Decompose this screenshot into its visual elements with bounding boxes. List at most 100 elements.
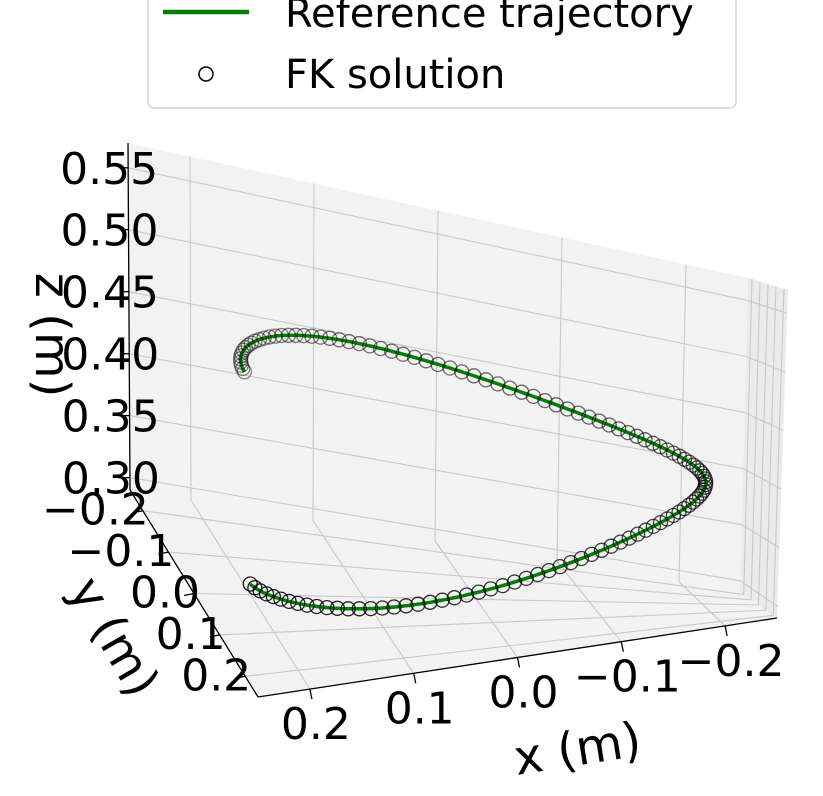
fk-solution-point	[418, 353, 434, 369]
fk-solution-point	[645, 435, 661, 451]
fk-solution-point	[406, 349, 423, 366]
gridline-y-wall	[750, 281, 761, 600]
x-tick-label: −0.1	[574, 652, 681, 703]
gridline-z-back	[129, 477, 741, 582]
fk-solution-point	[434, 592, 450, 608]
gridline-z-side	[745, 355, 786, 373]
z-tick-label: 0.35	[62, 392, 160, 443]
fk-solution-point	[430, 356, 446, 373]
fk-solution-point	[384, 343, 400, 359]
fk-solution-point	[351, 601, 367, 617]
fk-solution-point	[454, 364, 470, 380]
gridline-y-floor	[245, 614, 774, 677]
fk-solution-point	[261, 329, 278, 345]
legend-swatch-fk	[198, 66, 214, 82]
fk-solution-point	[281, 593, 297, 610]
fk-solution-point	[273, 327, 290, 344]
legend-frame	[147, 0, 737, 109]
gridline-z-back	[129, 415, 742, 526]
fk-solution-point	[471, 584, 487, 600]
tick-mark	[235, 675, 246, 679]
fk-solution-point	[583, 546, 600, 563]
fk-solution-point	[612, 534, 629, 550]
fk-solution-point	[304, 328, 320, 344]
fk-solution-point	[386, 599, 402, 615]
fk-solution-point	[395, 346, 411, 362]
fk-solution-point	[329, 600, 346, 616]
fk-solution-point	[593, 542, 610, 558]
gridline-x-wall	[556, 237, 563, 562]
tick-mark	[309, 688, 313, 700]
z-axis-label: z (m)	[24, 273, 80, 398]
fk-solution-point	[483, 581, 499, 597]
z-tick-label: 0.30	[62, 454, 160, 505]
fk-solution-point	[506, 574, 523, 590]
z-tick-label: 0.55	[60, 144, 158, 195]
x-tick-label: 0.2	[281, 699, 351, 750]
fk-solution-point	[251, 331, 267, 348]
fk-solution-point	[256, 330, 272, 346]
chart-ticks: 0.2 0.1 0.0 −0.1−0.2−0.2−0.10.00.10.20.550.…	[42, 144, 785, 750]
fk-solution-point	[290, 595, 306, 612]
fk-solution-point	[267, 328, 283, 344]
y-tick-label: −0.1	[68, 526, 175, 577]
fk-solution-point	[442, 360, 458, 376]
fk-solution-point	[233, 348, 249, 364]
fk-solution-point	[446, 590, 463, 606]
fk-solution-point	[240, 337, 256, 353]
fk-solution-point	[525, 388, 542, 405]
tick-mark	[620, 641, 624, 652]
fk-solution-point	[637, 432, 653, 448]
fk-solution-point	[312, 329, 329, 345]
gridline-z-side	[741, 524, 780, 549]
gridline-z-back	[127, 167, 748, 301]
tick-mark	[516, 657, 521, 668]
fk-solution-point	[591, 413, 607, 429]
fk-solution-point	[518, 570, 534, 587]
tick-mark	[209, 634, 220, 638]
legend-label-fk: FK solution	[285, 52, 505, 98]
y-tick-label: 0.2	[181, 650, 251, 701]
gridline-z-side	[739, 580, 778, 607]
fk-solution-point	[537, 392, 553, 409]
y-tick-label: 0.1	[156, 609, 226, 660]
fk-solution-point	[233, 354, 249, 370]
gridline-z-side	[747, 299, 788, 314]
fk-solution-point	[363, 600, 379, 617]
gridline-z-back	[128, 229, 747, 358]
fk-solution-point	[620, 424, 636, 441]
chart-panes	[128, 143, 788, 697]
fk-solution-point	[611, 421, 627, 437]
fk-solution-point	[541, 562, 557, 579]
x-tick-label: −0.2	[678, 636, 785, 687]
fk-solution-point	[638, 522, 654, 538]
gridline-z-side	[744, 412, 784, 432]
fk-solution-point	[581, 409, 597, 425]
gridline-y-wall	[743, 279, 753, 595]
fk-solution-point	[235, 342, 252, 358]
fk-solution-point	[351, 335, 367, 352]
fk-solution-point	[243, 335, 259, 351]
fk-solution-point	[309, 598, 325, 615]
x-tick-label: 0.1	[385, 683, 455, 734]
fk-solution-point	[559, 401, 576, 417]
series-fk-solution	[232, 327, 714, 617]
chart-legend: Reference trajectory FK solution	[147, 0, 737, 109]
z-tick-label: 0.50	[61, 206, 159, 257]
fk-solution-point	[232, 351, 249, 367]
fk-solution-point	[233, 357, 250, 373]
fk-solution-point	[621, 530, 637, 546]
fk-solution-point	[374, 600, 390, 616]
fk-solution-point	[340, 601, 356, 617]
fk-solution-point	[410, 596, 426, 612]
fk-solution-point	[573, 550, 590, 567]
fk-solution-point	[458, 587, 475, 603]
gridline-y-wall	[765, 286, 777, 611]
fk-solution-point	[689, 460, 705, 476]
fk-solution-point	[630, 526, 646, 542]
tick-mark	[158, 551, 169, 555]
fk-solution-point	[362, 338, 378, 354]
fk-solution-point	[341, 333, 357, 350]
fk-solution-point	[552, 558, 568, 575]
